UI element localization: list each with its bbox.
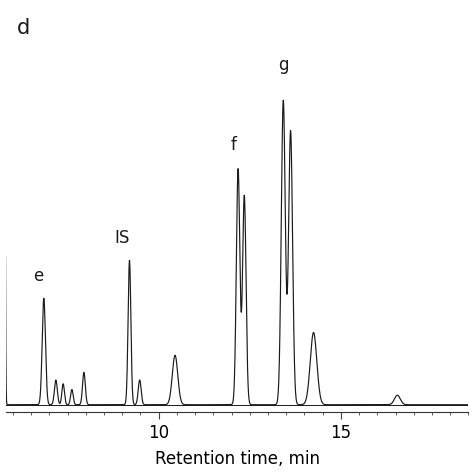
Text: IS: IS [115,229,130,247]
Text: e: e [33,267,44,285]
Text: g: g [278,56,289,74]
X-axis label: Retention time, min: Retention time, min [155,450,319,468]
Text: d: d [17,18,30,38]
Text: f: f [230,136,237,154]
